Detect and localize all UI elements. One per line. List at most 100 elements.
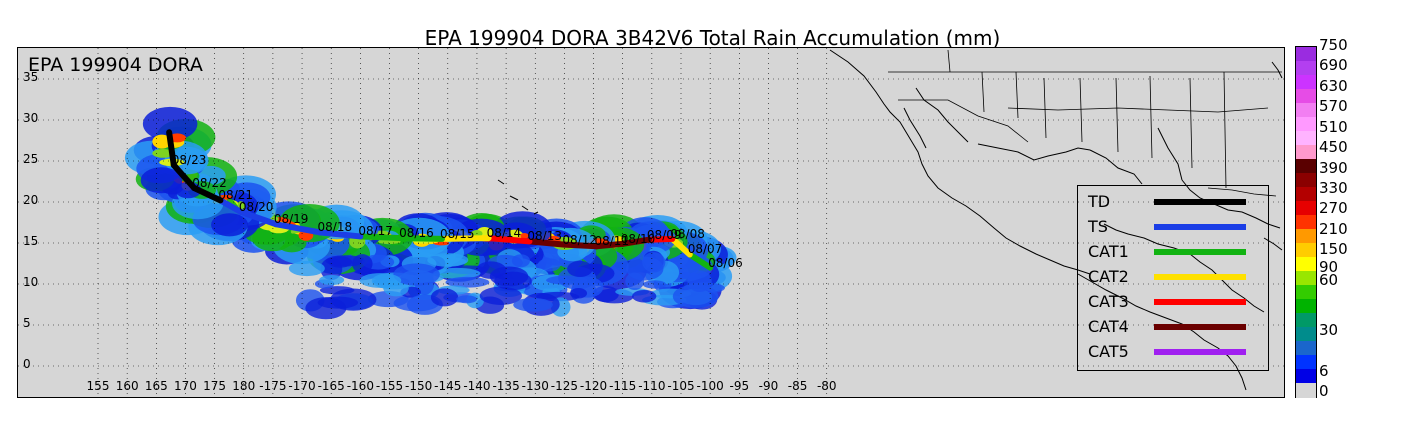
rain-cell: [642, 280, 667, 289]
track-segment: [237, 208, 279, 228]
lon-label: -105: [667, 379, 695, 393]
rain-cell: [427, 253, 469, 267]
colorbar-label: 0: [1319, 382, 1329, 400]
rain-cell: [513, 298, 553, 312]
track-date-label: 08/07: [687, 242, 723, 257]
legend-label-cat1: CAT1: [1088, 242, 1129, 261]
colorbar-label: 450: [1319, 138, 1348, 156]
track-segment: [645, 235, 676, 243]
track-date-label: 08/19: [273, 212, 309, 227]
lat-label: 0: [23, 357, 31, 371]
lon-label: -125: [550, 379, 578, 393]
colorbar-segment: [1296, 159, 1316, 174]
lon-label: -110: [638, 379, 666, 393]
page-title: EPA 199904 DORA 3B42V6 Total Rain Accumu…: [424, 26, 1001, 50]
rain-accumulation-field: [124, 106, 737, 320]
colorbar-segment: [1296, 89, 1316, 104]
lon-label: -165: [317, 379, 345, 393]
legend-label-cat3: CAT3: [1088, 292, 1129, 311]
rain-cell: [320, 257, 343, 281]
track-date-label: 08/08: [670, 226, 705, 241]
lon-label: -130: [521, 379, 549, 393]
track-date-label: 08/21: [218, 188, 254, 203]
track-date-label: 08/06: [708, 255, 743, 270]
track-segment: [217, 197, 244, 215]
legend-swatch-cat5: [1154, 349, 1246, 355]
track-segment: [485, 235, 533, 245]
track-segment: [191, 185, 224, 204]
colorbar-segment: [1296, 313, 1316, 328]
lon-label: -150: [405, 379, 433, 393]
legend-swatch-cat4: [1154, 324, 1246, 330]
track-segment: [619, 236, 652, 247]
colorbar-segment: [1296, 61, 1316, 76]
track-segment: [593, 240, 626, 250]
colorbar-label: 690: [1319, 56, 1348, 74]
rain-cell: [317, 296, 359, 309]
track-date-label: 08/10: [620, 231, 656, 246]
rain-cell: [211, 213, 249, 237]
colorbar-segment: [1296, 271, 1316, 286]
legend-label-ts: TS: [1088, 217, 1108, 236]
track-segment: [669, 235, 693, 258]
rain-cell: [479, 286, 523, 305]
rain-cell: [142, 106, 198, 141]
legend-swatch-cat1: [1154, 249, 1246, 255]
track-date-label: 08/18: [317, 220, 353, 235]
colorbar-label: 630: [1319, 77, 1348, 95]
lon-label: -140: [463, 379, 491, 393]
colorbar-label: 60: [1319, 271, 1339, 289]
track-segment: [272, 221, 323, 236]
rain-cell: [546, 275, 588, 285]
rain-cell: [140, 167, 183, 194]
storm-track: [166, 129, 714, 271]
legend-swatch-td: [1154, 199, 1246, 205]
lon-label: -135: [492, 379, 520, 393]
track-segment: [357, 233, 405, 242]
rain-cell: [352, 254, 373, 274]
colorbar-label: 30: [1319, 321, 1339, 339]
colorbar-label: 330: [1319, 179, 1348, 197]
lon-label: -85: [787, 379, 808, 393]
colorbar-segment: [1296, 47, 1316, 62]
track-date-label: 08/12: [562, 232, 597, 247]
rain-cell: [288, 260, 325, 277]
lon-label: 175: [203, 379, 227, 393]
lon-label: -80: [816, 379, 837, 393]
colorbar-segment: [1296, 103, 1316, 118]
lon-label: -100: [696, 379, 724, 393]
track-segment: [438, 235, 492, 242]
track-date-label: 08/16: [399, 226, 434, 241]
rain-cell-heavy: [152, 149, 174, 158]
rain-cell-heavy: [152, 134, 172, 149]
colorbar-label: 210: [1319, 220, 1348, 238]
legend-swatch-ts: [1154, 224, 1246, 230]
colorbar-segment: [1296, 299, 1316, 314]
legend-label-td: TD: [1088, 192, 1111, 211]
rain-cell: [456, 295, 478, 304]
rain-cell: [433, 267, 481, 279]
track-segment: [170, 162, 198, 192]
colorbar-segment: [1296, 145, 1316, 160]
rain-cell: [319, 274, 345, 285]
map-canvas: [18, 48, 1284, 397]
colorbar-label: 270: [1319, 199, 1348, 217]
track-date-label: 08/22: [192, 176, 227, 191]
track-segment: [166, 129, 177, 169]
track-date-label: 08/20: [238, 199, 274, 214]
rain-cell: [430, 288, 459, 307]
colorbar-label: 390: [1319, 159, 1348, 177]
lon-label: -115: [609, 379, 637, 393]
lon-label: -90: [758, 379, 779, 393]
colorbar-segment: [1296, 201, 1316, 216]
lat-label: 15: [23, 234, 39, 248]
colorbar-segment: [1296, 75, 1316, 90]
rain-cell: [393, 263, 440, 286]
political-borders: [888, 49, 1282, 197]
rain-cell-heavy: [520, 232, 529, 239]
colorbar-segment: [1296, 369, 1316, 384]
colorbar-segment: [1296, 187, 1316, 202]
colorbar-segment: [1296, 173, 1316, 188]
lon-label: -160: [346, 379, 374, 393]
colorbar-segment: [1296, 355, 1316, 370]
